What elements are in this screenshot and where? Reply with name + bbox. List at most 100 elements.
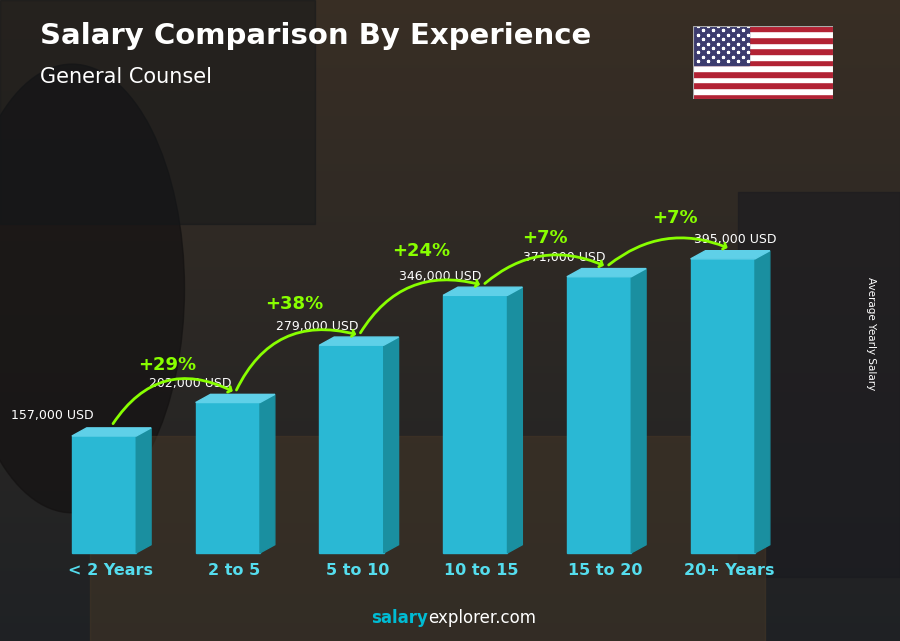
Bar	[0, 189, 900, 192]
Bar	[0, 439, 900, 442]
Bar	[0, 365, 900, 369]
Bar	[0, 513, 900, 516]
Bar	[0, 628, 900, 631]
Bar	[0, 353, 900, 356]
Bar	[0, 279, 900, 282]
Bar	[0, 202, 900, 205]
Bar	[693, 48, 832, 54]
Bar	[0, 404, 900, 407]
Bar	[0, 484, 900, 487]
Bar	[0, 58, 900, 61]
Bar	[0, 599, 900, 603]
Bar	[0, 369, 900, 372]
Bar	[0, 71, 900, 74]
Bar	[0, 151, 900, 154]
Bar	[693, 82, 832, 88]
Bar	[0, 609, 900, 612]
Bar	[0, 38, 900, 42]
Bar	[0, 474, 900, 478]
Bar	[0, 558, 900, 561]
Bar	[0, 445, 900, 449]
Bar	[0, 388, 900, 391]
Bar	[0, 522, 900, 526]
Bar	[0, 19, 900, 22]
Bar	[0, 112, 900, 115]
Bar	[0, 577, 900, 580]
Bar	[0, 48, 900, 51]
Text: < 2 Years: < 2 Years	[68, 563, 152, 578]
Bar	[693, 43, 832, 48]
Bar	[0, 372, 900, 375]
Bar	[0, 590, 900, 593]
Bar	[0, 215, 900, 218]
Bar	[0, 32, 900, 35]
Bar	[0, 106, 900, 109]
Bar	[0, 487, 900, 490]
Bar	[738, 192, 900, 577]
Bar	[0, 256, 900, 260]
Polygon shape	[320, 337, 399, 345]
Bar	[0, 183, 900, 186]
Bar	[693, 94, 832, 99]
Polygon shape	[195, 394, 274, 403]
Polygon shape	[260, 394, 274, 553]
Bar	[0, 413, 900, 417]
Text: +24%: +24%	[392, 242, 450, 260]
Bar	[0, 285, 900, 288]
Bar	[0, 301, 900, 304]
Bar	[0, 196, 900, 199]
Bar	[0, 638, 900, 641]
Bar	[0, 228, 900, 231]
Bar	[0, 3, 900, 6]
Bar	[0, 83, 900, 87]
Polygon shape	[690, 251, 770, 259]
Bar	[0, 26, 900, 29]
Bar	[0, 519, 900, 522]
Bar	[0, 45, 900, 48]
Bar	[0, 272, 900, 276]
Bar	[0, 529, 900, 532]
Bar	[0, 167, 900, 170]
Bar	[0, 635, 900, 638]
Bar	[0, 128, 900, 131]
Bar	[0, 163, 900, 167]
Bar	[0, 385, 900, 388]
Bar	[0, 141, 900, 144]
Bar	[693, 31, 832, 37]
Bar	[0, 122, 900, 125]
Text: 279,000 USD: 279,000 USD	[275, 320, 358, 333]
Bar	[0, 410, 900, 413]
Bar	[0, 606, 900, 609]
Bar	[0, 580, 900, 583]
Polygon shape	[690, 259, 755, 553]
Text: 395,000 USD: 395,000 USD	[694, 233, 777, 246]
Bar	[0, 224, 900, 228]
Bar	[0, 359, 900, 362]
Bar	[0, 80, 900, 83]
Bar	[693, 65, 832, 71]
Bar	[0, 417, 900, 420]
Bar	[0, 221, 900, 224]
Bar	[0, 22, 900, 26]
Bar	[0, 532, 900, 535]
Text: 157,000 USD: 157,000 USD	[11, 409, 94, 422]
Bar	[0, 109, 900, 112]
Polygon shape	[567, 269, 646, 277]
Bar	[0, 42, 900, 45]
Bar	[0, 51, 900, 54]
Bar	[0, 205, 900, 208]
Bar	[0, 423, 900, 426]
Bar	[0, 29, 900, 32]
Bar	[0, 324, 900, 327]
Bar	[0, 429, 900, 433]
Bar	[0, 612, 900, 615]
Bar	[0, 455, 900, 458]
Bar	[0, 340, 900, 343]
Bar	[0, 87, 900, 90]
Polygon shape	[755, 251, 770, 553]
Bar	[0, 548, 900, 551]
Bar	[0, 54, 900, 58]
Bar	[0, 192, 900, 196]
Bar	[693, 71, 832, 77]
Bar	[0, 375, 900, 378]
